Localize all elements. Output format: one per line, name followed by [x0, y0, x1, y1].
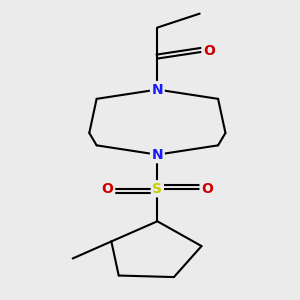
Text: O: O [102, 182, 114, 196]
Text: O: O [201, 182, 213, 196]
Text: N: N [152, 148, 163, 162]
Text: N: N [152, 82, 163, 97]
Text: O: O [203, 44, 215, 58]
Text: S: S [152, 182, 162, 196]
